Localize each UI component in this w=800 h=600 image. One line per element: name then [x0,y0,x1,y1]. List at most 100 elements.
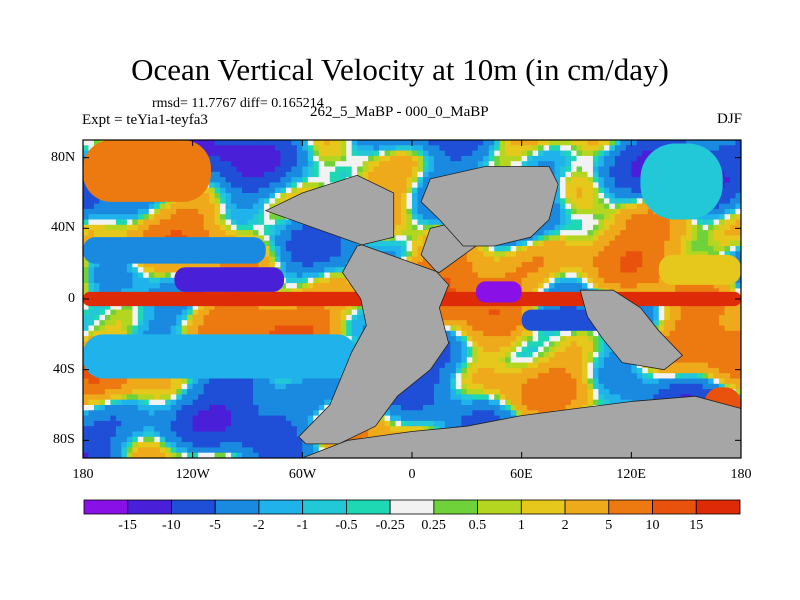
field-cell [401,240,408,247]
field-cell [554,193,561,199]
field-cell [313,246,320,252]
field-cell [165,314,172,321]
field-cell [455,166,462,173]
field-cell [702,309,709,316]
field-cell [697,346,704,353]
field-cell [406,240,413,247]
field-cell [521,155,528,162]
field-cell [104,224,112,231]
field-cell [499,155,506,162]
field-cell [412,224,419,231]
field-cell [724,230,731,236]
field-cell [614,182,621,189]
field-cell [104,309,112,316]
field-cell [274,314,281,321]
field-cell [187,219,194,226]
field-cell [636,261,643,268]
field-cell [642,272,649,279]
field-cell [269,230,276,236]
field-cell [231,309,238,316]
field-cell [576,171,583,178]
field-cell [499,352,506,358]
field-cell [187,320,194,327]
field-cell [560,277,567,284]
field-cell [521,256,528,263]
field-cell [461,288,468,295]
field-cell [636,193,643,199]
field-cell [225,155,232,162]
field-cell [220,166,227,173]
field-cell [499,325,506,332]
field-cell [664,140,671,146]
field-cell [258,325,265,332]
field-cell [220,304,227,311]
field-cell [587,230,594,236]
field-cell [598,246,605,252]
field-cell [324,251,331,258]
field-cell [395,187,402,194]
field-cell [285,224,292,231]
field-cell [296,272,303,279]
field-cell [422,214,430,221]
field-cell [126,320,133,327]
field-cell [554,187,561,194]
field-cell [625,171,632,178]
field-cell [203,224,210,231]
field-cell [214,304,221,311]
field-cell [252,219,260,226]
field-cell [592,161,600,168]
field-cell [137,330,144,337]
field-cell [132,325,139,332]
field-cell [225,230,232,236]
field-cell [631,230,638,236]
field-cell [543,240,550,247]
field-cell [176,325,183,332]
field-cell [302,187,309,194]
field-cell [291,145,298,152]
field-cell [554,256,561,263]
field-cell [132,330,139,337]
field-cell [324,177,331,183]
field-cell [357,140,364,146]
field-cell [209,304,216,311]
field-cell [697,309,704,316]
field-cell [340,145,347,152]
field-cell [499,140,506,146]
field-cell [581,224,589,231]
field-cell [719,219,726,226]
field-cell [401,182,408,189]
field-cell [719,336,726,342]
field-cell [406,214,413,221]
field-cell [730,187,737,194]
field-cell [730,336,737,342]
field-cell [543,283,550,289]
field-cell [231,198,238,205]
field-cell [702,325,709,332]
field-cell [505,251,512,258]
field-cell [88,198,95,205]
field-cell [532,341,539,348]
field-cell [576,330,583,337]
field-cell [538,336,545,342]
field-cell [307,304,314,311]
field-cell [565,256,572,263]
field-cell [99,214,106,221]
field-cell [104,288,112,295]
field-cell [549,150,556,157]
field-cell [274,320,281,327]
field-cell [549,235,556,242]
field-cell [620,198,627,205]
field-cell [592,336,600,342]
field-cell [636,203,643,210]
field-cell [483,277,490,284]
field-cell [636,219,643,226]
field-cell [395,155,402,162]
field-cell [444,314,451,321]
field-cell [412,182,419,189]
field-cell [713,336,720,342]
field-cell [576,208,583,215]
field-cell [313,150,320,157]
field-cell [719,208,726,215]
field-cell [329,283,336,289]
field-cell [527,261,534,268]
